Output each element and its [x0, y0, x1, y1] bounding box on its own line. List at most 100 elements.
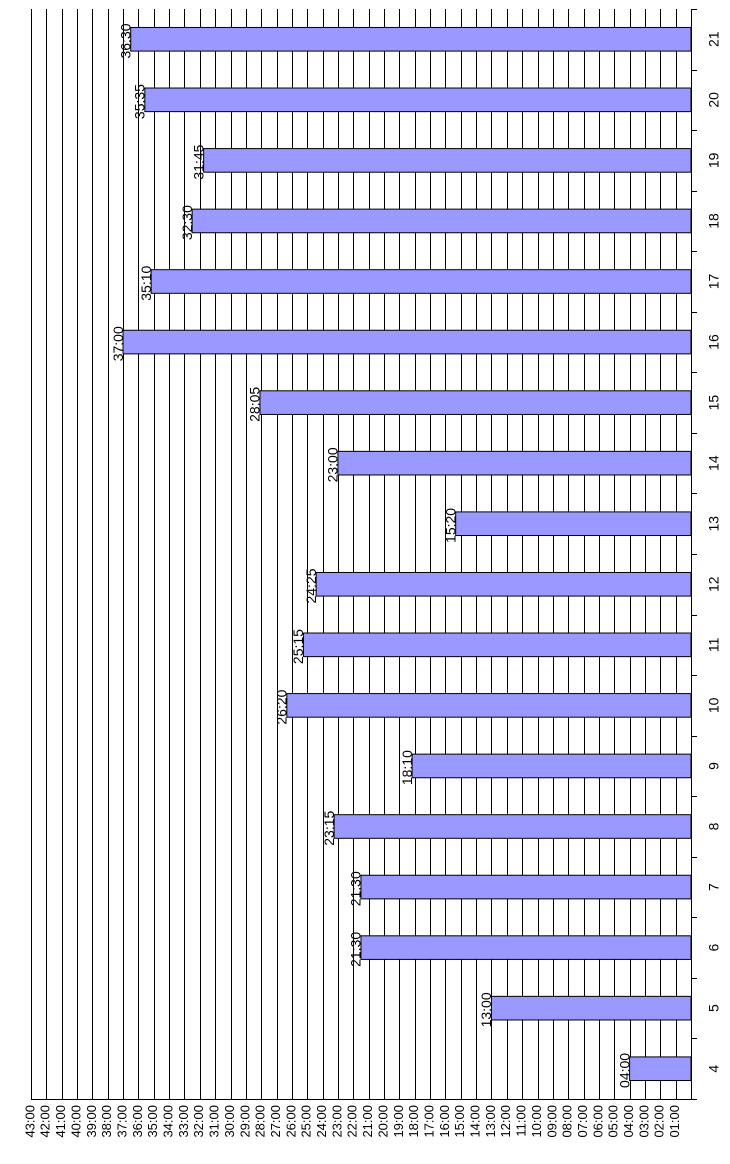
value-tick-label: 31:00: [207, 1105, 222, 1138]
data-labels: 04:00 13:00 21:30 21:30 23:15 18:10 26:20 25:15…: [110, 23, 633, 1088]
value-tick-label: 20:00: [375, 1105, 390, 1138]
category-tick-label: 10: [706, 697, 722, 713]
category-tick-label: 14: [706, 455, 722, 471]
value-tick-label: 03:00: [636, 1105, 651, 1138]
value-tick-label: 05:00: [606, 1105, 621, 1138]
value-tick-label: 11:00: [514, 1105, 529, 1137]
bar: [286, 693, 692, 718]
value-tick-label: 24:00: [314, 1105, 329, 1138]
category-tick-label: 12: [706, 576, 722, 592]
bar-data-label: 23:00: [325, 447, 341, 482]
bar: [203, 148, 692, 173]
value-tick-label: 04:00: [621, 1105, 636, 1138]
bar: [333, 814, 692, 839]
value-tick-label: 09:00: [544, 1105, 559, 1138]
bar: [259, 390, 692, 415]
bar: [302, 632, 692, 658]
bar: [144, 87, 692, 113]
category-tick-label: 4: [706, 1065, 722, 1073]
category-ticks: [691, 9, 697, 1100]
bar-data-label: 31:45: [190, 144, 206, 179]
category-tick-label: 7: [706, 883, 722, 891]
value-tick-label: 27:00: [268, 1105, 283, 1138]
value-tick-label: 21:00: [360, 1105, 375, 1138]
value-tick-label: 02:00: [652, 1105, 667, 1138]
value-tick-label: 25:00: [299, 1105, 314, 1138]
bar-data-label: 35:10: [138, 265, 154, 300]
bar-data-label: 04:00: [616, 1053, 632, 1088]
value-tick-label: 22:00: [345, 1105, 360, 1138]
bar: [411, 753, 692, 779]
bar-data-label: 13:00: [478, 992, 494, 1027]
bar-data-label: 28:05: [247, 387, 263, 422]
bar: [360, 874, 692, 900]
category-tick-label: 21: [706, 31, 722, 47]
value-tick-label: 42:00: [38, 1105, 53, 1138]
value-tick-label: 43:00: [22, 1105, 37, 1138]
bar-data-label: 25:15: [290, 629, 306, 664]
value-tick-label: 10:00: [529, 1105, 544, 1138]
value-tick-label: 32:00: [191, 1105, 206, 1138]
value-tick-label: 17:00: [421, 1105, 436, 1138]
value-tick-label: 23:00: [329, 1105, 344, 1138]
value-tick-label: 30:00: [222, 1105, 237, 1138]
bar-data-label: 37:00: [110, 326, 126, 361]
category-tick-label: 8: [706, 822, 722, 830]
category-tick-label: 18: [706, 213, 722, 229]
bar: [337, 450, 692, 476]
value-tick-label: 19:00: [391, 1105, 406, 1138]
bar: [490, 995, 692, 1021]
value-tick-label: 08:00: [560, 1105, 575, 1138]
bar: [122, 329, 692, 355]
bar: [455, 511, 692, 537]
category-tick-label: 19: [706, 152, 722, 168]
value-tick-label: 35:00: [145, 1105, 160, 1138]
bar-data-label: 21:30: [348, 932, 364, 967]
bar: [629, 1056, 692, 1082]
bar-data-label: 24:25: [303, 568, 319, 603]
gridlines: [31, 9, 677, 1099]
value-tick-label: 39:00: [84, 1105, 99, 1138]
bar: [315, 571, 692, 597]
value-tick-label: 36:00: [130, 1105, 145, 1138]
category-tick-label: 16: [706, 334, 722, 350]
category-tick-label: 5: [706, 1004, 722, 1012]
category-tick-labels: 4 5 6 7 8 9 10 11 12 13 14 15 16 17 18 19 20 21: [706, 31, 722, 1072]
value-tick-labels: 01:0002:0003:0004:0005:0006:0007:0008:00…: [22, 1105, 682, 1138]
value-tick-label: 12:00: [498, 1105, 513, 1138]
bar-data-label: 35:35: [132, 84, 148, 119]
category-tick-label: 9: [706, 762, 722, 770]
value-tick-label: 34:00: [161, 1105, 176, 1138]
bar-data-label: 26:20: [274, 689, 290, 724]
bar: [191, 208, 692, 234]
value-tick-label: 38:00: [99, 1105, 114, 1138]
bar-data-label: 23:15: [321, 810, 337, 845]
value-tick-label: 06:00: [590, 1105, 605, 1138]
category-tick-label: 13: [706, 516, 722, 532]
category-tick-label: 17: [706, 274, 722, 290]
value-tick-label: 40:00: [68, 1105, 83, 1138]
value-tick-label: 33:00: [176, 1105, 191, 1138]
value-tick-label: 07:00: [575, 1105, 590, 1138]
category-tick-label: 6: [706, 944, 722, 952]
category-tick-label: 20: [706, 92, 722, 108]
category-tick-label: 11: [706, 637, 722, 652]
value-tick-label: 15:00: [452, 1105, 467, 1138]
value-tick-label: 18:00: [406, 1105, 421, 1138]
bar-data-label: 21:30: [348, 871, 364, 906]
bar: [130, 26, 692, 52]
bar: [360, 935, 692, 960]
value-tick-label: 13:00: [483, 1105, 498, 1138]
value-tick-label: 01:00: [667, 1105, 682, 1138]
value-tick-label: 28:00: [253, 1105, 268, 1138]
bar-data-label: 15:20: [442, 508, 458, 543]
value-tick-label: 14:00: [468, 1105, 483, 1138]
bar-data-label: 18:10: [399, 750, 415, 785]
value-tick-label: 37:00: [114, 1105, 129, 1138]
bar-data-label: 36:30: [117, 23, 133, 58]
value-tick-label: 41:00: [53, 1105, 68, 1138]
category-tick-label: 15: [706, 395, 722, 411]
value-tick-label: 16:00: [437, 1105, 452, 1138]
value-tick-label: 26:00: [283, 1105, 298, 1138]
